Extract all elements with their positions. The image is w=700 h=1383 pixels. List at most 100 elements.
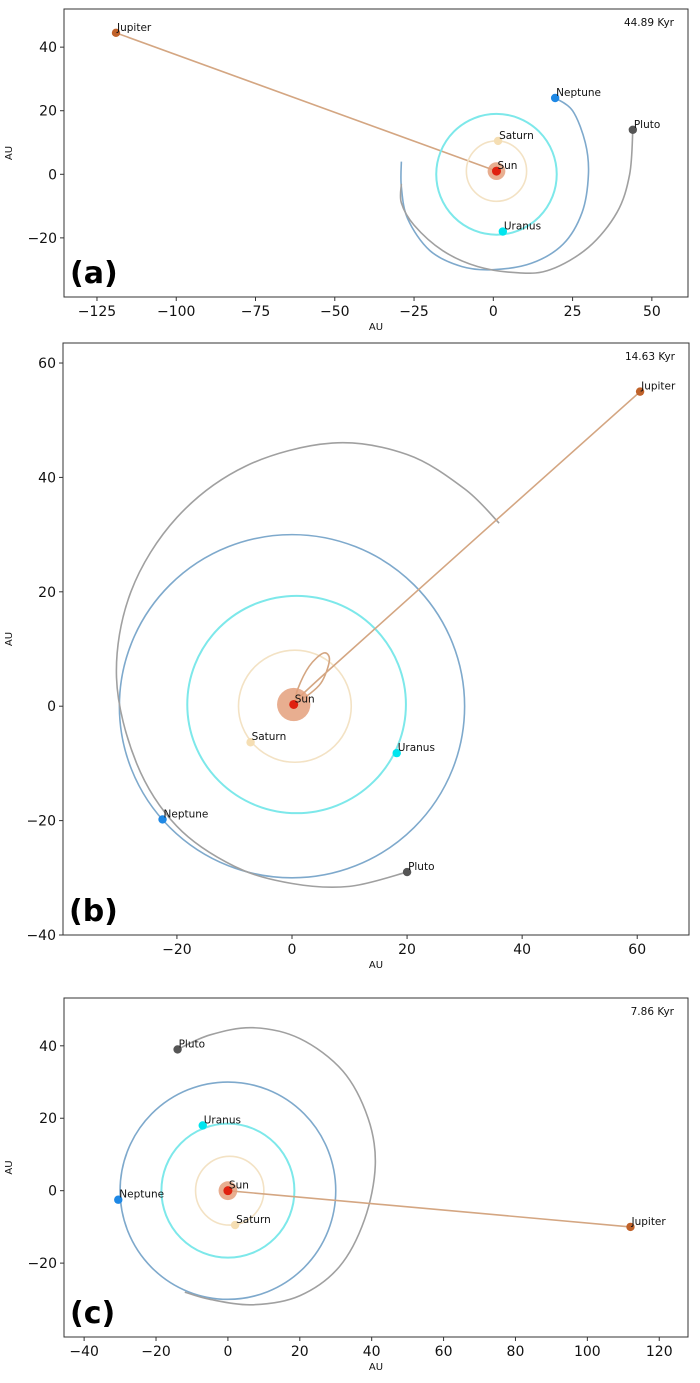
y-tick-label: 20 [39, 104, 57, 120]
x-tick-label: −20 [162, 942, 192, 958]
body-marker-sun [289, 699, 299, 709]
body-marker-neptune [114, 1195, 123, 1204]
trail-jupiter [227, 1189, 631, 1228]
body-marker-saturn [493, 136, 503, 146]
body-label-pluto: Pluto [408, 861, 434, 873]
y-axis-label: AU [4, 146, 15, 160]
x-tick-label: 60 [628, 942, 646, 958]
body-marker-sun [491, 166, 501, 176]
body-label-uranus: Uranus [504, 221, 541, 233]
body-label-jupiter: Jupiter [630, 1216, 666, 1228]
x-tick-label: 40 [363, 1344, 381, 1360]
body-marker-pluto [173, 1045, 182, 1054]
time-label: 44.89 Kyr [624, 17, 675, 29]
body-label-jupiter: Jupiter [640, 381, 676, 393]
x-tick-label: −25 [399, 304, 429, 320]
x-tick-label: −20 [141, 1344, 171, 1360]
body-marker-pluto [628, 125, 638, 134]
y-tick-label: 0 [47, 699, 56, 715]
x-tick-label: 80 [507, 1344, 525, 1360]
body-label-pluto: Pluto [634, 119, 660, 131]
x-tick-label: 25 [564, 304, 582, 320]
trail-neptune [119, 1081, 337, 1301]
y-tick-label: 40 [39, 40, 57, 56]
x-tick-label: 40 [513, 942, 531, 958]
y-tick-label: 20 [39, 1111, 57, 1127]
x-tick-label: −75 [241, 304, 271, 320]
y-tick-label: −20 [26, 814, 56, 830]
y-tick-label: 60 [38, 356, 56, 372]
plot-area: Sun Jupiter Saturn Uranus Neptune Pluto [111, 22, 660, 274]
y-tick-label: 0 [48, 1184, 57, 1200]
trail-pluto [399, 129, 634, 274]
x-tick-label: −50 [320, 304, 350, 320]
y-tick-label: 40 [38, 470, 56, 486]
plot-frame [62, 342, 690, 936]
trail-pluto [177, 1026, 377, 1306]
trail-uranus [435, 112, 558, 236]
x-axis-label: AU [369, 1362, 383, 1373]
body-marker-jupiter [635, 387, 645, 396]
panel-c: Sun Jupiter Saturn Uranus Neptune Pluto −40 −20… [4, 997, 689, 1373]
y-tick-label: −20 [27, 1256, 57, 1272]
y-axis-label: AU [4, 632, 15, 646]
body-label-saturn: Saturn [252, 731, 287, 743]
body-marker-sun [223, 1186, 233, 1196]
trail-pluto [115, 441, 500, 889]
trail-neptune [400, 97, 590, 271]
trail-jupiter [291, 391, 641, 706]
time-label: 14.63 Kyr [625, 351, 676, 363]
body-label-sun: Sun [229, 1180, 249, 1192]
trail-uranus [186, 594, 407, 815]
panel-label: (b) [69, 894, 118, 929]
panel-label: (a) [70, 256, 118, 291]
body-marker-jupiter [111, 28, 121, 38]
trail-jupiter [115, 32, 497, 172]
body-marker-saturn [230, 1220, 240, 1230]
y-tick-label: 40 [39, 1039, 57, 1055]
x-tick-label: 100 [574, 1344, 601, 1360]
body-label-neptune: Neptune [119, 1189, 164, 1201]
body-marker-neptune [550, 93, 560, 103]
body-marker-pluto [402, 867, 412, 877]
x-tick-label: 0 [288, 942, 297, 958]
body-label-saturn: Saturn [236, 1214, 271, 1226]
body-marker-uranus [198, 1121, 207, 1130]
body-marker-saturn [246, 738, 255, 747]
trail-uranus [160, 1122, 296, 1259]
x-axis-label: AU [369, 960, 383, 971]
plot-frame [63, 8, 689, 298]
x-tick-label: 60 [435, 1344, 453, 1360]
time-label: 7.86 Kyr [631, 1006, 675, 1018]
x-tick-label: −40 [69, 1344, 99, 1360]
body-label-uranus: Uranus [398, 742, 435, 754]
body-label-neptune: Neptune [164, 808, 209, 820]
x-tick-label: 20 [291, 1344, 309, 1360]
body-label-saturn: Saturn [499, 130, 534, 142]
panel-b: Sun Jupiter Saturn Uranus Neptune Pluto −20 0 20… [4, 342, 690, 971]
plot-area: Sun Jupiter Saturn Uranus Neptune Pluto [115, 381, 676, 889]
x-axis-label: AU [369, 322, 383, 333]
y-axis-label: AU [4, 1160, 15, 1174]
panel-label: (c) [70, 1296, 115, 1331]
x-tick-label: −100 [157, 304, 195, 320]
body-label-neptune: Neptune [556, 87, 601, 99]
plot-frame [63, 997, 689, 1338]
body-label-jupiter: Jupiter [116, 22, 152, 34]
body-label-uranus: Uranus [204, 1114, 241, 1126]
body-label-sun: Sun [497, 160, 517, 172]
plot-area: Sun Jupiter Saturn Uranus Neptune Pluto [114, 1026, 666, 1306]
x-tick-label: −125 [78, 304, 116, 320]
body-label-sun: Sun [295, 693, 315, 705]
x-tick-label: 0 [223, 1344, 232, 1360]
trail-saturn [194, 1155, 265, 1226]
x-tick-label: 120 [646, 1344, 673, 1360]
body-marker-neptune [158, 815, 167, 824]
y-tick-label: 20 [38, 585, 56, 601]
body-marker-uranus [498, 227, 508, 236]
y-tick-label: −20 [27, 231, 57, 247]
x-tick-label: 50 [643, 304, 661, 320]
body-marker-jupiter [626, 1222, 635, 1232]
y-tick-label: 0 [48, 167, 57, 183]
